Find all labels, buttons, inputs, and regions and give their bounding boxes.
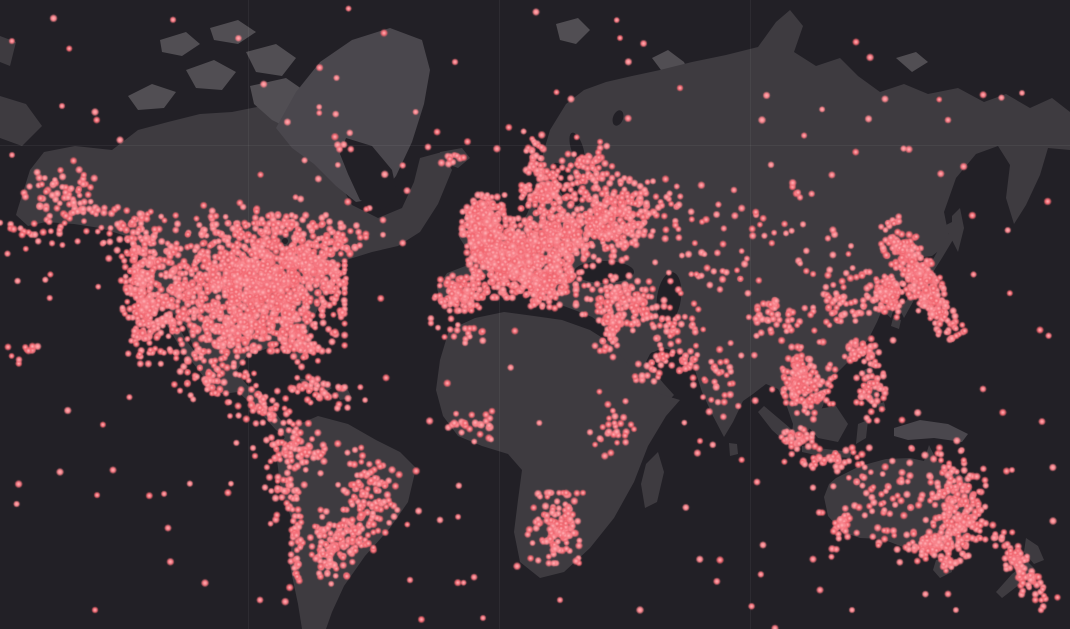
world-dot-map[interactable] bbox=[0, 0, 1070, 629]
data-points-layer bbox=[0, 0, 1070, 629]
